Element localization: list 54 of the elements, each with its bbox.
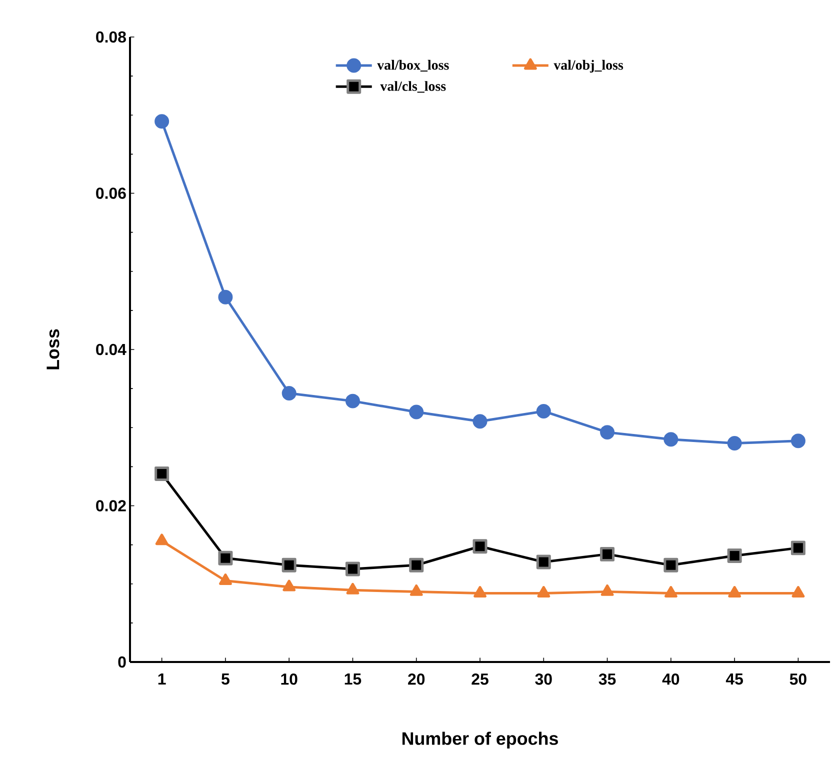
point	[472, 414, 488, 429]
x-tick-label: 20	[408, 674, 425, 685]
point	[472, 539, 488, 554]
point	[218, 290, 233, 304]
point	[409, 558, 424, 572]
y-tick-label: 0.04	[96, 344, 126, 356]
point	[282, 386, 296, 400]
y-tick-label: 0.06	[96, 188, 126, 199]
point	[345, 562, 360, 576]
point	[346, 582, 360, 594]
point	[155, 534, 168, 546]
point	[600, 584, 614, 596]
point	[409, 404, 424, 420]
x-tick-label: 10	[281, 674, 298, 685]
x-tick-label: 5	[222, 674, 230, 685]
legend-label: val/obj_loss	[554, 60, 624, 73]
y-tick-label: 0.08	[96, 31, 126, 43]
point	[154, 114, 170, 129]
point	[537, 586, 550, 598]
point	[410, 584, 423, 596]
point	[790, 434, 806, 448]
point	[664, 432, 678, 447]
legend-label: val/cls_loss	[380, 81, 446, 93]
point	[600, 425, 615, 440]
x-tick-label: 35	[598, 674, 616, 685]
legend-label: val/box_loss	[377, 60, 449, 72]
point	[664, 586, 678, 598]
x-tick-label: 45	[726, 674, 743, 685]
point	[727, 436, 742, 450]
x-tick-label: 1	[158, 674, 166, 684]
point	[728, 586, 741, 598]
point	[727, 548, 742, 563]
x-tick-label: 30	[535, 674, 552, 685]
point	[282, 558, 296, 572]
point	[792, 586, 805, 598]
x-tick-label: 50	[790, 674, 806, 685]
x-tick-label: 40	[662, 674, 680, 685]
x-axis-title: Number of epochs	[402, 732, 558, 748]
point	[536, 554, 551, 570]
point	[282, 580, 296, 592]
point	[154, 466, 170, 481]
y-tick-label: 0.02	[96, 500, 126, 512]
point	[600, 546, 615, 562]
y-axis-title: Loss	[46, 329, 60, 370]
x-tick-label: 15	[344, 674, 362, 685]
point	[474, 586, 486, 598]
point	[790, 540, 806, 556]
point	[664, 558, 678, 572]
point	[219, 574, 232, 585]
point	[536, 404, 551, 418]
point	[218, 550, 233, 566]
point	[345, 394, 360, 408]
y-tick-label: 0	[118, 656, 126, 668]
x-tick-label: 25	[472, 674, 488, 685]
